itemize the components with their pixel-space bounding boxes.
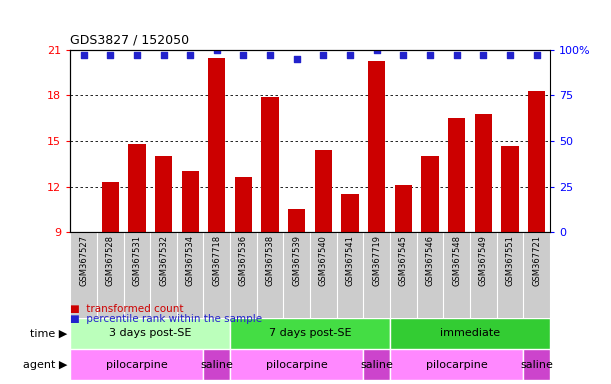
Text: GSM367721: GSM367721 — [532, 235, 541, 286]
Text: immediate: immediate — [440, 328, 500, 338]
Bar — [181, 171, 199, 232]
Point — [265, 52, 275, 58]
Bar — [342, 194, 359, 232]
Text: GSM367536: GSM367536 — [239, 235, 248, 286]
Bar — [128, 144, 145, 232]
Bar — [288, 209, 306, 232]
Point — [345, 52, 355, 58]
Point — [79, 52, 89, 58]
Text: GSM367527: GSM367527 — [79, 235, 88, 286]
Text: GSM367541: GSM367541 — [346, 235, 354, 286]
Point — [532, 52, 541, 58]
Text: GSM367532: GSM367532 — [159, 235, 168, 286]
Text: ■  percentile rank within the sample: ■ percentile rank within the sample — [70, 314, 262, 324]
Text: GSM367528: GSM367528 — [106, 235, 115, 286]
Bar — [203, 349, 230, 380]
Bar — [528, 91, 545, 232]
Text: saline: saline — [520, 359, 553, 369]
Point — [212, 47, 222, 53]
Text: GDS3827 / 152050: GDS3827 / 152050 — [70, 33, 189, 46]
Text: GSM367551: GSM367551 — [505, 235, 514, 286]
Point — [185, 52, 195, 58]
Point — [452, 52, 461, 58]
Point — [159, 52, 169, 58]
Text: GSM367538: GSM367538 — [266, 235, 274, 286]
Point — [478, 52, 488, 58]
Text: GSM367545: GSM367545 — [399, 235, 408, 286]
Text: pilocarpine: pilocarpine — [426, 359, 488, 369]
Text: GSM367548: GSM367548 — [452, 235, 461, 286]
Bar — [208, 58, 225, 232]
Bar — [475, 114, 492, 232]
Point — [292, 56, 302, 62]
Bar — [448, 118, 466, 232]
Text: 7 days post-SE: 7 days post-SE — [269, 328, 351, 338]
Point — [425, 52, 435, 58]
Bar — [422, 156, 439, 232]
Text: GSM367539: GSM367539 — [292, 235, 301, 286]
Bar — [395, 185, 412, 232]
Bar — [390, 318, 550, 349]
Point — [505, 52, 515, 58]
Bar — [501, 146, 519, 232]
Text: GSM367531: GSM367531 — [133, 235, 141, 286]
Text: GSM367719: GSM367719 — [372, 235, 381, 286]
Text: saline: saline — [360, 359, 393, 369]
Bar — [523, 349, 550, 380]
Text: pilocarpine: pilocarpine — [106, 359, 168, 369]
Bar — [315, 150, 332, 232]
Text: GSM367549: GSM367549 — [479, 235, 488, 286]
Bar — [368, 61, 386, 232]
Bar — [390, 349, 523, 380]
Text: GSM367718: GSM367718 — [212, 235, 221, 286]
Text: saline: saline — [200, 359, 233, 369]
Point — [105, 52, 115, 58]
Text: ■  transformed count: ■ transformed count — [70, 304, 184, 314]
Point — [238, 52, 248, 58]
Bar — [101, 182, 119, 232]
Point — [318, 52, 328, 58]
Text: GSM367540: GSM367540 — [319, 235, 328, 286]
Bar — [235, 177, 252, 232]
Text: agent ▶: agent ▶ — [23, 359, 67, 369]
Bar — [230, 349, 364, 380]
Bar — [262, 97, 279, 232]
Bar — [70, 318, 230, 349]
Bar — [230, 318, 390, 349]
Text: GSM367546: GSM367546 — [425, 235, 434, 286]
Point — [132, 52, 142, 58]
Text: 3 days post-SE: 3 days post-SE — [109, 328, 191, 338]
Text: GSM367534: GSM367534 — [186, 235, 195, 286]
Text: pilocarpine: pilocarpine — [266, 359, 327, 369]
Bar — [70, 349, 203, 380]
Point — [398, 52, 408, 58]
Text: time ▶: time ▶ — [30, 328, 67, 338]
Point — [372, 47, 382, 53]
Bar — [155, 156, 172, 232]
Bar — [364, 349, 390, 380]
